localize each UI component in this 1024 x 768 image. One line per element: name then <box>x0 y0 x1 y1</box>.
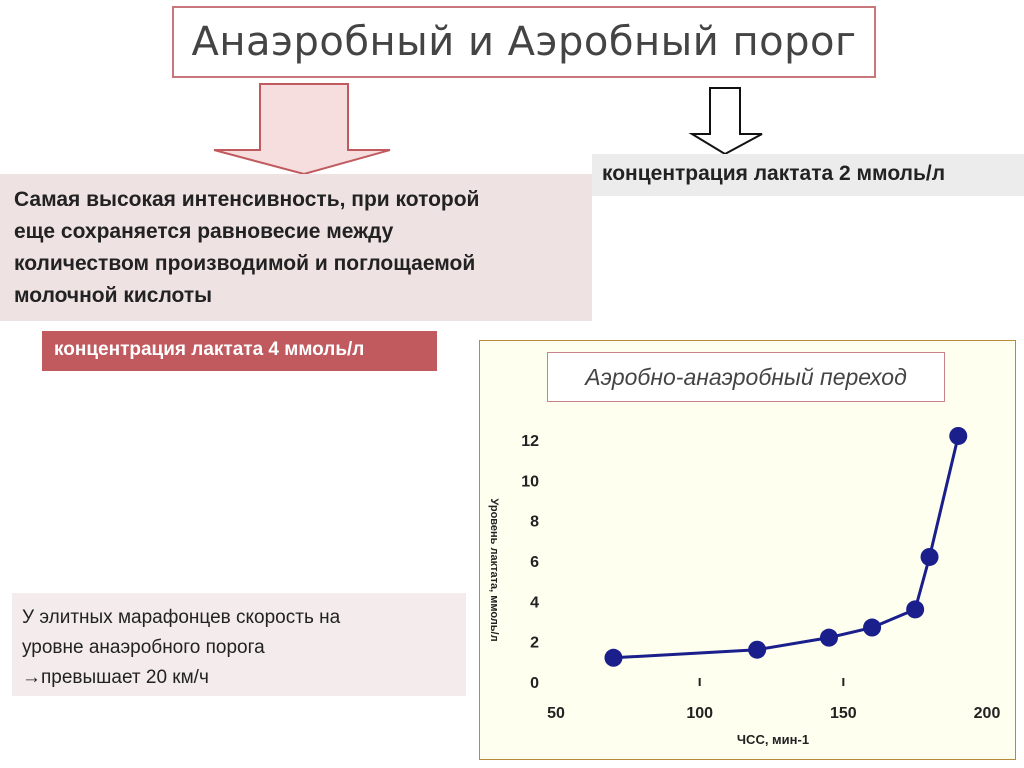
marathon-note-box: У элитных марафонцев скорость на уровне … <box>12 593 466 696</box>
x-tick-label: 200 <box>974 705 1001 722</box>
data-point <box>604 648 623 667</box>
y-tick-label: 0 <box>530 675 539 692</box>
page-title: Анаэробный и Аэробный порог <box>191 19 857 65</box>
y-tick-label: 4 <box>530 594 539 611</box>
note-line: У элитных марафонцев скорость на <box>22 607 341 628</box>
lactate-4-label: концентрация лактата 4 ммоль/л <box>42 331 437 371</box>
big-down-arrow-icon <box>213 83 391 176</box>
lactate-2-label: концентрация лактата 2 ммоль/л <box>592 154 1024 196</box>
y-tick-label: 12 <box>521 433 539 450</box>
definition-line: еще сохраняется равновесие между <box>14 220 394 243</box>
y-tick-label: 2 <box>530 635 539 652</box>
series-line <box>613 435 960 660</box>
y-tick-label: 6 <box>530 554 539 571</box>
x-tick-label: 50 <box>547 705 565 722</box>
data-point <box>863 618 882 637</box>
title-box: Анаэробный и Аэробный порог <box>172 6 876 78</box>
definition-line: молочной кислоты <box>14 284 213 307</box>
data-point <box>906 600 925 619</box>
data-point <box>748 640 767 659</box>
definition-line: количеством производимой и поглощаемой <box>14 252 476 275</box>
definition-box: Самая высокая интенсивность, при которой… <box>0 174 592 321</box>
x-tick-label: 100 <box>686 705 713 722</box>
data-point <box>819 628 838 647</box>
lactate-chart: Уровень лактата, ммоль/л 0 2 4 6 8 10 12 50 100… <box>488 426 1001 747</box>
chart-title-box: Аэробно-анаэробный переход <box>547 352 945 402</box>
note-line: уровне анаэробного порога <box>22 637 265 658</box>
small-down-arrow-icon <box>688 87 763 156</box>
x-axis-label: ЧСС, мин-1 <box>737 732 809 747</box>
y-tick-label: 10 <box>521 473 539 490</box>
chart-title: Аэробно-анаэробный переход <box>585 363 907 390</box>
note-line: →превышает 20 км/ч <box>22 667 209 688</box>
y-axis-label: Уровень лактата, ммоль/л <box>488 498 500 641</box>
x-tick-label: 150 <box>830 705 857 722</box>
data-point <box>920 547 939 566</box>
definition-line: Самая высокая интенсивность, при которой <box>14 188 480 211</box>
y-tick-label: 8 <box>530 514 539 531</box>
data-point <box>949 426 968 445</box>
